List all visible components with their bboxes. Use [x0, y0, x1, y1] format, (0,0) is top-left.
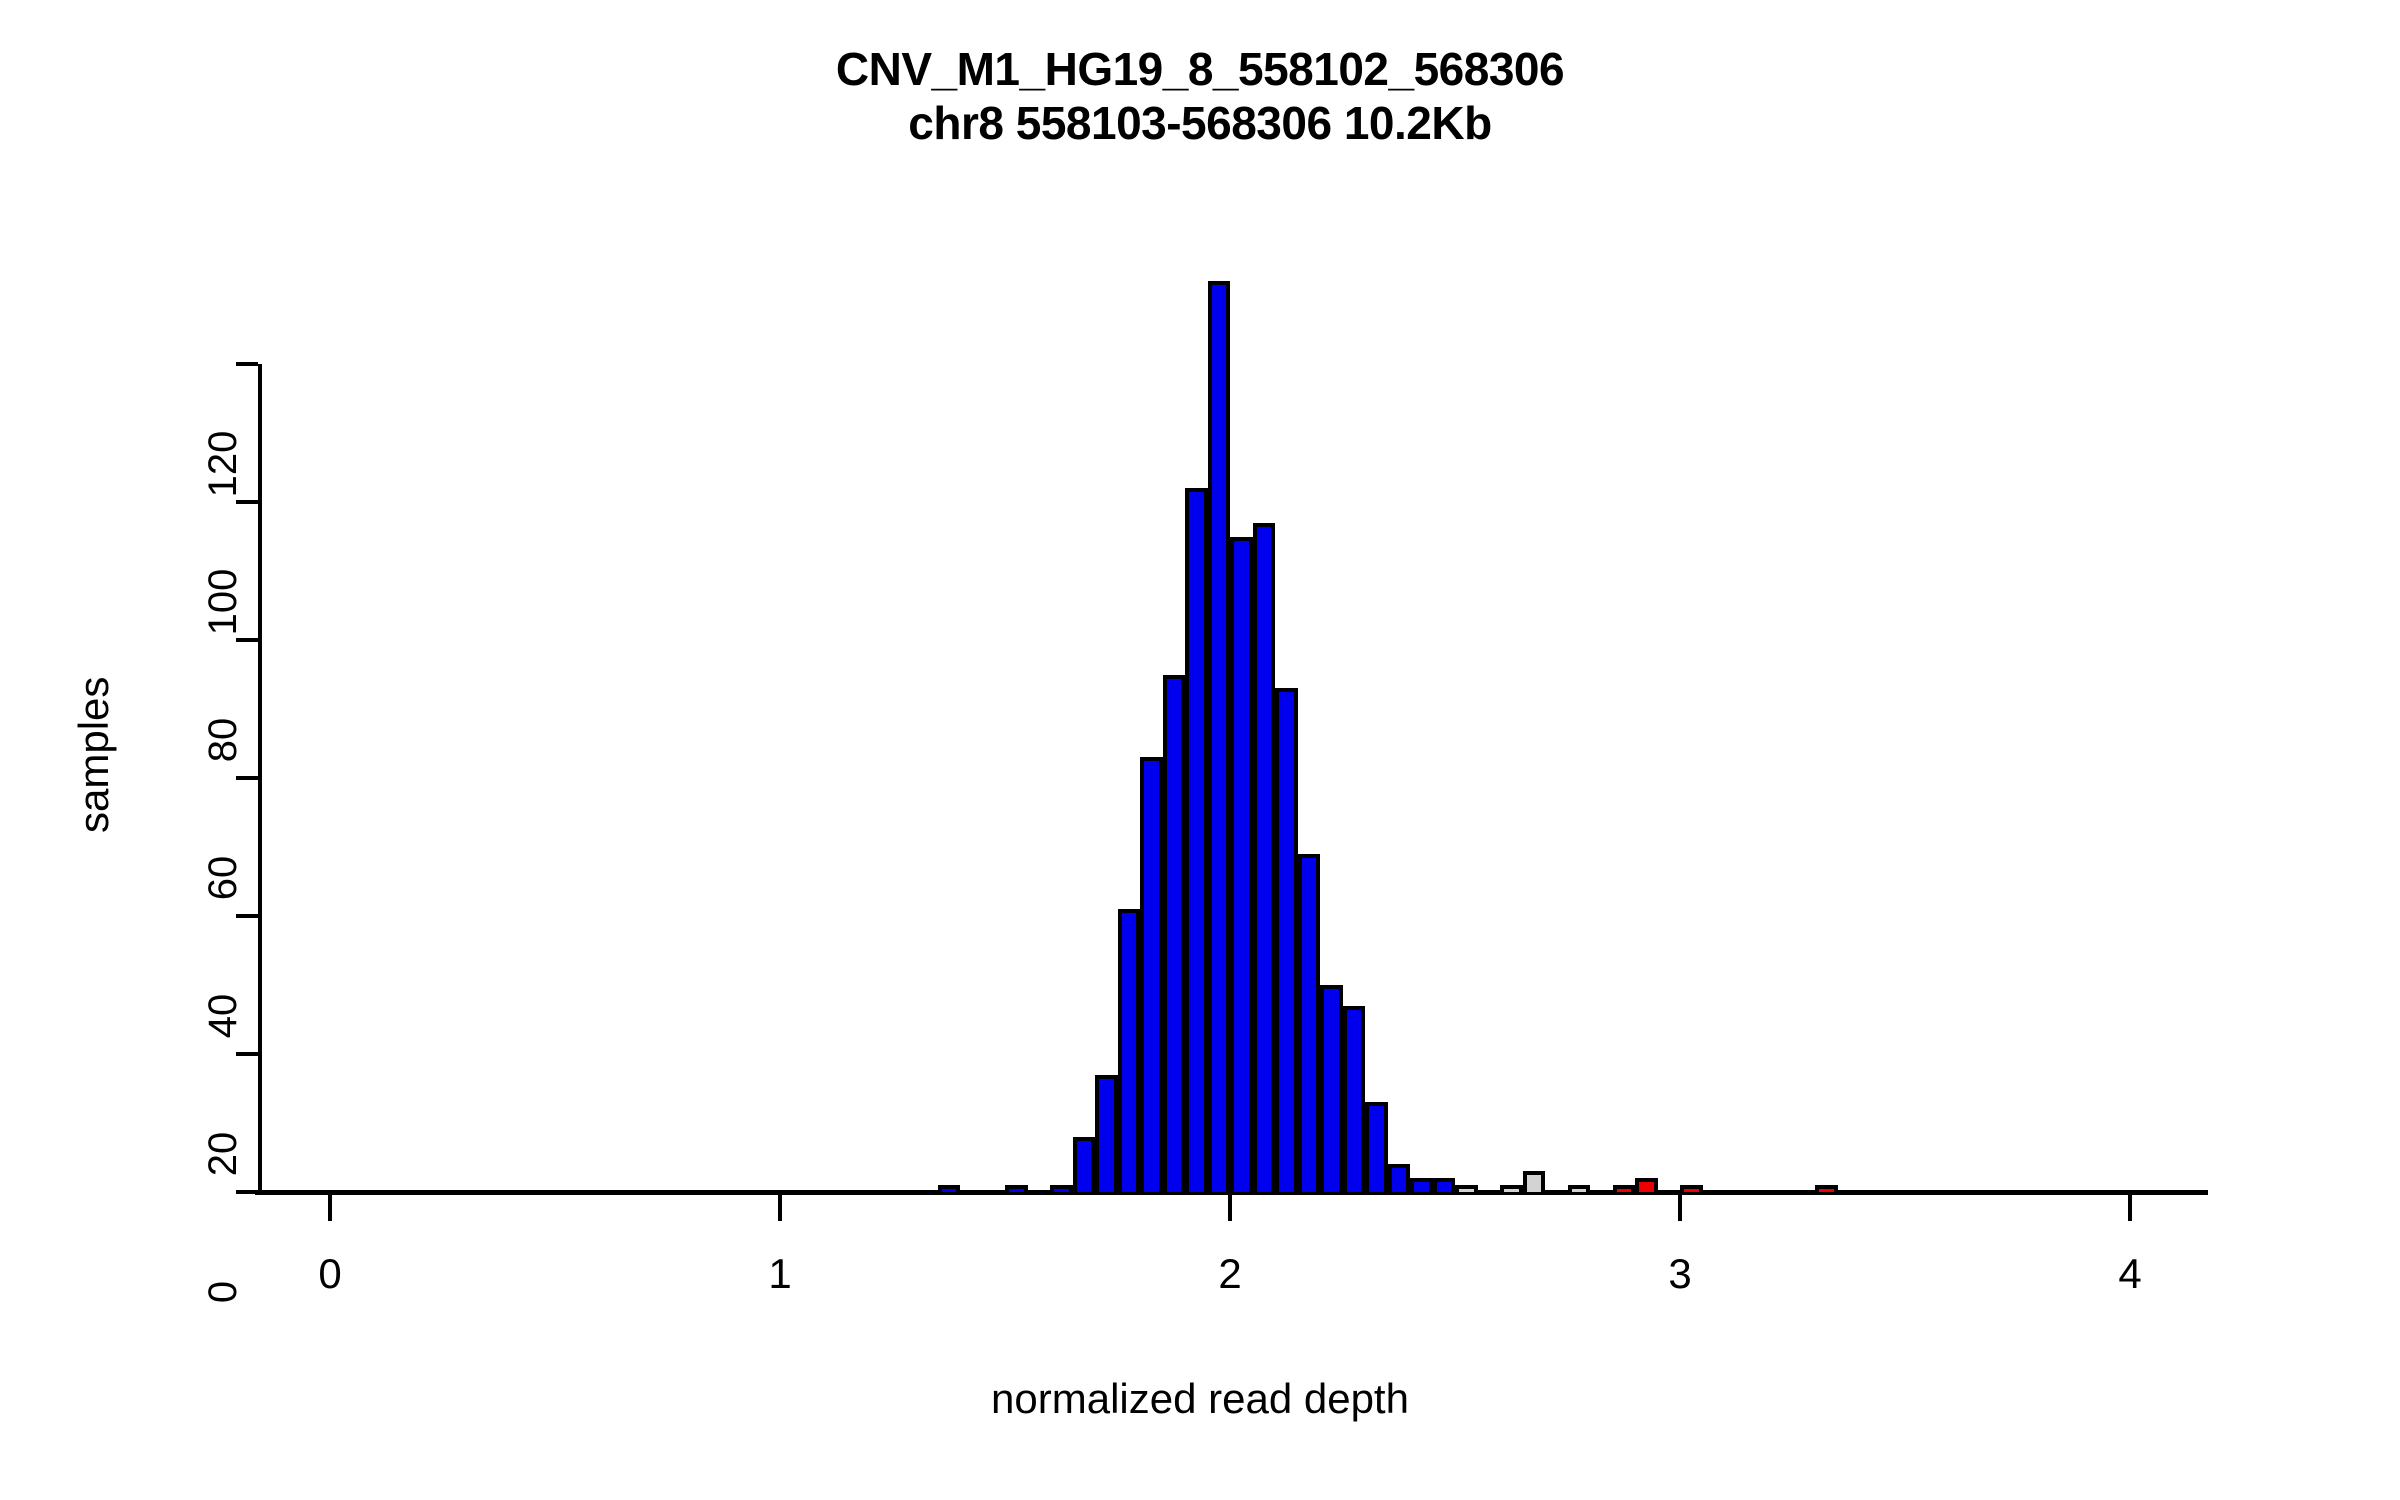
x-axis-tick [328, 1195, 332, 1221]
histogram-bar [1140, 757, 1163, 1192]
y-axis-title: samples [70, 676, 117, 834]
x-axis-tick-label: 4 [2118, 1250, 2142, 1297]
histogram-bar [1500, 1185, 1523, 1192]
histogram-bar [1342, 1005, 1365, 1192]
x-axis-line [255, 1190, 2208, 1195]
histogram-bar [1297, 853, 1320, 1192]
x-axis-tick [778, 1195, 782, 1221]
histogram-bar [1230, 536, 1253, 1192]
histogram-bar [1207, 281, 1230, 1192]
chart-title-line-2: chr8 558103-568306 10.2Kb [908, 97, 1492, 150]
chart-title: CNV_M1_HG19_8_558102_568306 chr8 558103-… [0, 42, 2400, 151]
y-axis-tick [236, 1052, 258, 1056]
x-axis-tick-label: 3 [1668, 1250, 1692, 1297]
histogram-bar [1005, 1185, 1028, 1192]
y-axis-tick [236, 362, 258, 366]
histogram-bar [1050, 1185, 1073, 1192]
histogram-bar [1815, 1185, 1838, 1192]
histogram-bar [1432, 1178, 1455, 1192]
x-axis-tick [1678, 1195, 1682, 1221]
x-axis-tick-label: 1 [768, 1250, 792, 1297]
x-axis-tick-label: 2 [1218, 1250, 1242, 1297]
y-axis-tick [236, 914, 258, 918]
chart-title-line-1: CNV_M1_HG19_8_558102_568306 [835, 43, 1565, 95]
histogram-bar [1275, 688, 1298, 1192]
y-axis-tick [236, 1190, 258, 1194]
histogram-bar [1072, 1136, 1095, 1192]
y-axis-tick [236, 638, 258, 642]
histogram-bar [1185, 488, 1208, 1192]
histogram-bar [1612, 1185, 1635, 1192]
histogram-bar [1387, 1164, 1410, 1192]
histogram-bar [1522, 1171, 1545, 1192]
histogram-bar [1635, 1178, 1658, 1192]
histogram-bar [1410, 1178, 1433, 1192]
histogram-bar [937, 1185, 960, 1192]
histogram-bar [1365, 1102, 1388, 1192]
histogram-bar [1680, 1185, 1703, 1192]
x-axis-tick [1228, 1195, 1232, 1221]
histogram-bar [1252, 522, 1275, 1192]
histogram-bar [1162, 674, 1185, 1192]
x-axis-title: normalized read depth [991, 1375, 1409, 1422]
histogram-bar [1117, 909, 1140, 1192]
histogram-bar [1455, 1185, 1478, 1192]
x-axis-tick-label: 0 [318, 1250, 342, 1297]
y-axis-tick [236, 776, 258, 780]
histogram-bar [1095, 1074, 1118, 1192]
x-axis-tick [2128, 1195, 2132, 1221]
y-axis-line [258, 364, 262, 1192]
histogram-bar [1320, 985, 1343, 1192]
histogram-bar [1567, 1185, 1590, 1192]
y-axis-tick [236, 500, 258, 504]
